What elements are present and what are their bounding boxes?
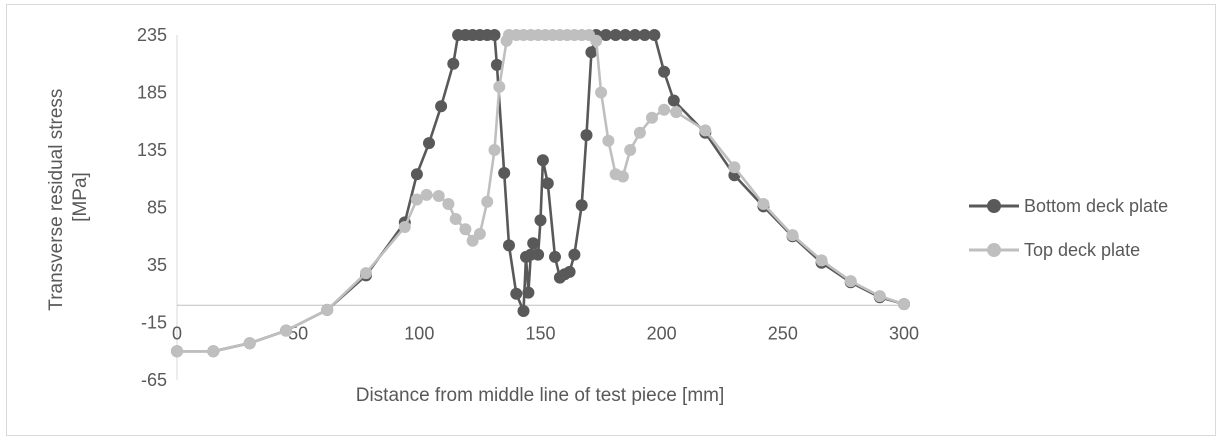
data-point xyxy=(728,161,741,174)
data-point xyxy=(667,94,680,107)
data-point xyxy=(580,129,593,142)
data-point xyxy=(442,198,455,210)
data-point xyxy=(536,154,549,167)
data-point xyxy=(699,124,712,137)
x-tick-label: 150 xyxy=(525,323,555,343)
legend: Bottom deck plate Top deck plate xyxy=(969,196,1168,260)
data-point xyxy=(646,111,658,124)
data-point xyxy=(522,286,535,299)
data-point xyxy=(541,177,554,190)
data-point xyxy=(815,254,828,267)
data-point xyxy=(481,195,494,208)
data-point xyxy=(207,345,220,358)
data-point xyxy=(398,221,411,233)
data-point xyxy=(638,29,651,41)
data-point xyxy=(280,324,293,337)
legend-label: Top deck plate xyxy=(1024,240,1140,260)
data-point xyxy=(534,214,547,227)
data-point xyxy=(532,248,545,261)
data-point xyxy=(619,29,632,41)
chart-frame: 235 185 135 85 35 -15 -65 0 50 100 150 200 250 300 Bo… xyxy=(6,4,1216,436)
data-point xyxy=(527,237,540,250)
data-point xyxy=(757,198,770,210)
data-point xyxy=(490,58,503,71)
data-point xyxy=(658,103,671,116)
series-top-deck-plate xyxy=(171,29,910,358)
data-point xyxy=(898,298,910,311)
legend-item: Top deck plate xyxy=(969,240,1140,260)
data-point xyxy=(549,250,561,263)
y-tick-label: 135 xyxy=(137,140,167,160)
y-tick-label: 85 xyxy=(147,198,167,218)
legend-swatch-marker xyxy=(987,243,1001,257)
data-point xyxy=(321,303,334,316)
data-point xyxy=(447,57,460,70)
data-point xyxy=(171,345,183,358)
data-point xyxy=(473,227,486,240)
data-point xyxy=(616,170,629,183)
data-point xyxy=(517,305,530,317)
data-point xyxy=(658,65,671,78)
data-point xyxy=(873,290,886,303)
y-axis-title: Transverse residual stress [MPa] xyxy=(46,83,91,310)
data-point xyxy=(493,80,506,93)
data-point xyxy=(633,126,646,139)
data-point xyxy=(459,223,472,236)
data-point xyxy=(360,267,372,280)
data-point xyxy=(243,337,256,350)
data-point xyxy=(595,86,608,99)
series-layer xyxy=(171,29,910,358)
data-point xyxy=(585,46,598,59)
data-point xyxy=(575,199,588,212)
data-point xyxy=(568,248,581,261)
legend-label: Bottom deck plate xyxy=(1024,196,1168,216)
data-point xyxy=(488,144,501,156)
data-point xyxy=(410,193,423,206)
x-tick-label: 100 xyxy=(404,323,434,343)
data-point xyxy=(670,106,683,119)
y-tick-label: -65 xyxy=(141,370,167,390)
series-line xyxy=(177,33,905,353)
data-point xyxy=(844,275,857,288)
data-point xyxy=(599,29,612,41)
x-tick-label: 0 xyxy=(172,323,182,343)
series-bottom-deck-plate xyxy=(171,29,910,358)
y-tick-label: -15 xyxy=(141,313,167,333)
data-point xyxy=(602,134,615,147)
data-point xyxy=(420,188,433,201)
y-tick-label: 35 xyxy=(147,255,167,275)
data-point xyxy=(563,265,576,278)
data-point xyxy=(629,29,641,41)
data-point xyxy=(503,239,515,252)
y-tick-label: 235 xyxy=(137,25,167,45)
data-point xyxy=(432,190,445,202)
x-tick-label: 200 xyxy=(647,323,677,343)
data-point xyxy=(435,100,448,113)
data-point xyxy=(624,144,637,156)
x-axis-title: Distance from middle line of test piece … xyxy=(356,385,725,406)
y-axis-title-line-1: Transverse residual stress xyxy=(46,89,67,311)
x-tick-label: 250 xyxy=(768,323,798,343)
y-tick-label: 185 xyxy=(137,83,167,103)
data-point xyxy=(609,29,622,41)
data-point xyxy=(449,213,462,225)
data-point xyxy=(423,137,435,150)
data-point xyxy=(786,229,799,242)
legend-swatch-marker xyxy=(987,199,1001,213)
y-axis-title-line-2: [MPa] xyxy=(70,172,91,222)
data-point xyxy=(488,29,501,41)
x-tick-label: 300 xyxy=(889,323,919,343)
data-point xyxy=(510,287,523,300)
legend-item: Bottom deck plate xyxy=(969,196,1168,216)
data-point xyxy=(648,29,661,41)
data-point xyxy=(590,34,603,47)
data-point xyxy=(498,167,511,179)
data-point xyxy=(410,168,423,181)
